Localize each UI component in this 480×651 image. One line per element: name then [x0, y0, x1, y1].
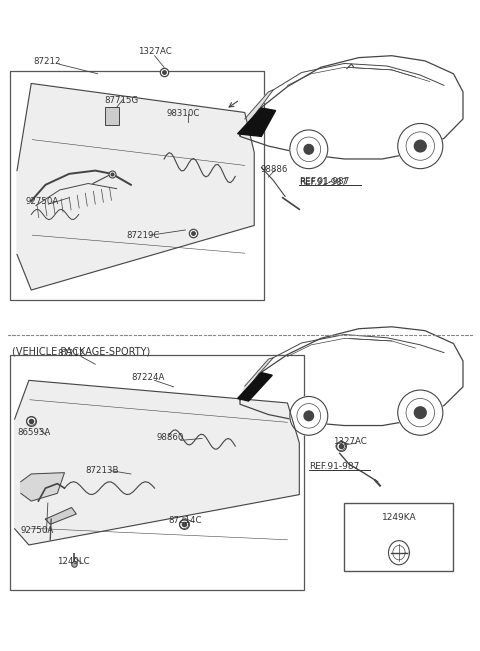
Ellipse shape	[304, 411, 313, 421]
Text: 1249LC: 1249LC	[57, 557, 90, 566]
Text: 1327AC: 1327AC	[333, 437, 366, 447]
Text: 87212: 87212	[34, 57, 61, 66]
Bar	[105, 107, 119, 126]
Text: 87219C: 87219C	[126, 230, 159, 240]
Text: 92750A: 92750A	[21, 526, 54, 535]
Ellipse shape	[414, 407, 426, 419]
Text: 87224A: 87224A	[131, 374, 164, 382]
Bar	[10, 355, 304, 590]
Text: 98886: 98886	[261, 165, 288, 174]
Text: 87214C: 87214C	[169, 516, 203, 525]
Polygon shape	[46, 508, 76, 524]
Text: REF.91-987: REF.91-987	[300, 178, 348, 187]
Polygon shape	[240, 90, 273, 135]
Text: 98860: 98860	[157, 434, 184, 443]
Text: 86593A: 86593A	[17, 428, 50, 437]
Polygon shape	[17, 83, 254, 290]
Text: 98310C: 98310C	[167, 109, 200, 118]
Bar	[344, 503, 454, 571]
Ellipse shape	[398, 390, 443, 436]
Text: REF.91-987: REF.91-987	[309, 462, 359, 471]
Text: 87212: 87212	[57, 350, 85, 359]
Polygon shape	[14, 380, 300, 545]
Polygon shape	[240, 358, 273, 400]
Text: 1327AC: 1327AC	[138, 48, 172, 57]
Text: 92750A: 92750A	[25, 197, 59, 206]
Text: (VEHICLE PACKAGE-SPORTY): (VEHICLE PACKAGE-SPORTY)	[12, 347, 151, 357]
Text: 1249KA: 1249KA	[382, 514, 416, 522]
Polygon shape	[238, 108, 276, 137]
Polygon shape	[21, 473, 64, 501]
Ellipse shape	[398, 124, 443, 169]
Text: 87213B: 87213B	[86, 465, 120, 475]
Ellipse shape	[414, 140, 426, 152]
Ellipse shape	[290, 396, 328, 436]
Bar	[10, 70, 264, 299]
Text: 87715G: 87715G	[105, 96, 139, 105]
Ellipse shape	[290, 130, 328, 169]
Polygon shape	[238, 372, 272, 401]
Text: REF.91-987: REF.91-987	[300, 176, 350, 186]
Ellipse shape	[304, 145, 313, 154]
